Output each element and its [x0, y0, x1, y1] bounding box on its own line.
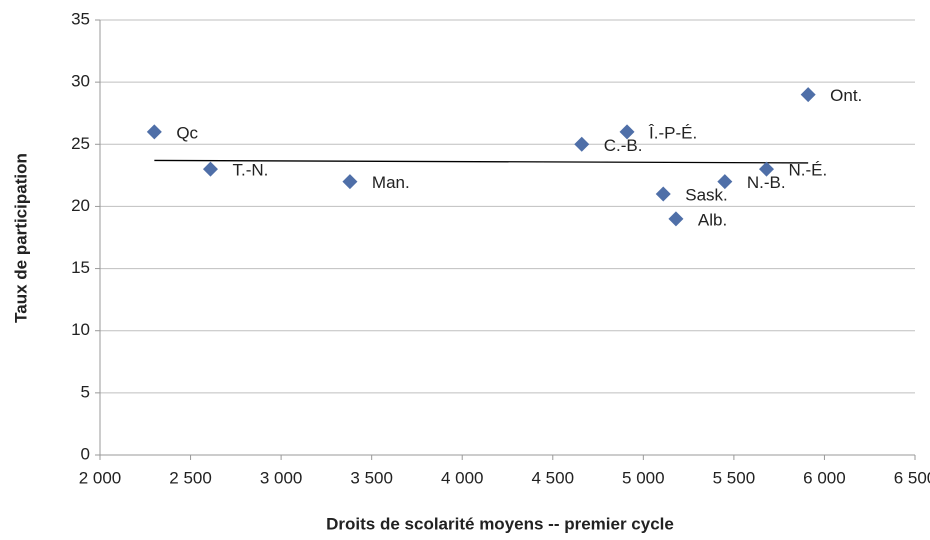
y-tick-label: 15 — [71, 258, 90, 277]
x-tick-label: 5 000 — [622, 468, 665, 487]
y-tick-label: 35 — [71, 9, 90, 28]
x-tick-label: 6 500 — [894, 468, 930, 487]
point — [758, 161, 774, 177]
point — [146, 124, 162, 140]
point-label: Ont. — [830, 86, 862, 105]
x-tick-label: 3 500 — [350, 468, 393, 487]
x-tick-label: 2 000 — [79, 468, 122, 487]
trendline — [154, 159, 809, 164]
x-tick-label: 6 000 — [803, 468, 846, 487]
point — [655, 186, 671, 202]
point-label: Man. — [372, 173, 410, 192]
x-tick-label: 5 500 — [713, 468, 756, 487]
point-label: N.-B. — [747, 173, 786, 192]
x-tick-label: 4 000 — [441, 468, 484, 487]
y-tick-label: 20 — [71, 196, 90, 215]
y-tick-label: 10 — [71, 320, 90, 339]
point — [202, 161, 218, 177]
point — [574, 136, 590, 152]
point — [619, 124, 635, 140]
x-tick-label: 2 500 — [169, 468, 212, 487]
y-tick-label: 5 — [81, 382, 90, 401]
point — [668, 211, 684, 227]
point-label: Alb. — [698, 210, 727, 229]
y-tick-label: 30 — [71, 72, 90, 91]
point-label: Sask. — [685, 185, 728, 204]
x-axis-title: Droits de scolarité moyens -- premier cy… — [326, 514, 674, 533]
y-tick-label: 25 — [71, 134, 90, 153]
point-label: T.-N. — [232, 161, 268, 180]
point-label: Î.-P-É. — [648, 123, 697, 142]
point-label: C.-B. — [604, 136, 643, 155]
point — [342, 174, 358, 190]
point — [717, 174, 733, 190]
y-tick-label: 0 — [81, 444, 90, 463]
point — [800, 87, 816, 103]
x-tick-label: 4 500 — [532, 468, 575, 487]
point-label: N.-É. — [788, 161, 827, 180]
y-axis-title: Taux de participation — [11, 153, 30, 323]
point-label: Qc — [176, 123, 198, 142]
x-tick-label: 3 000 — [260, 468, 303, 487]
